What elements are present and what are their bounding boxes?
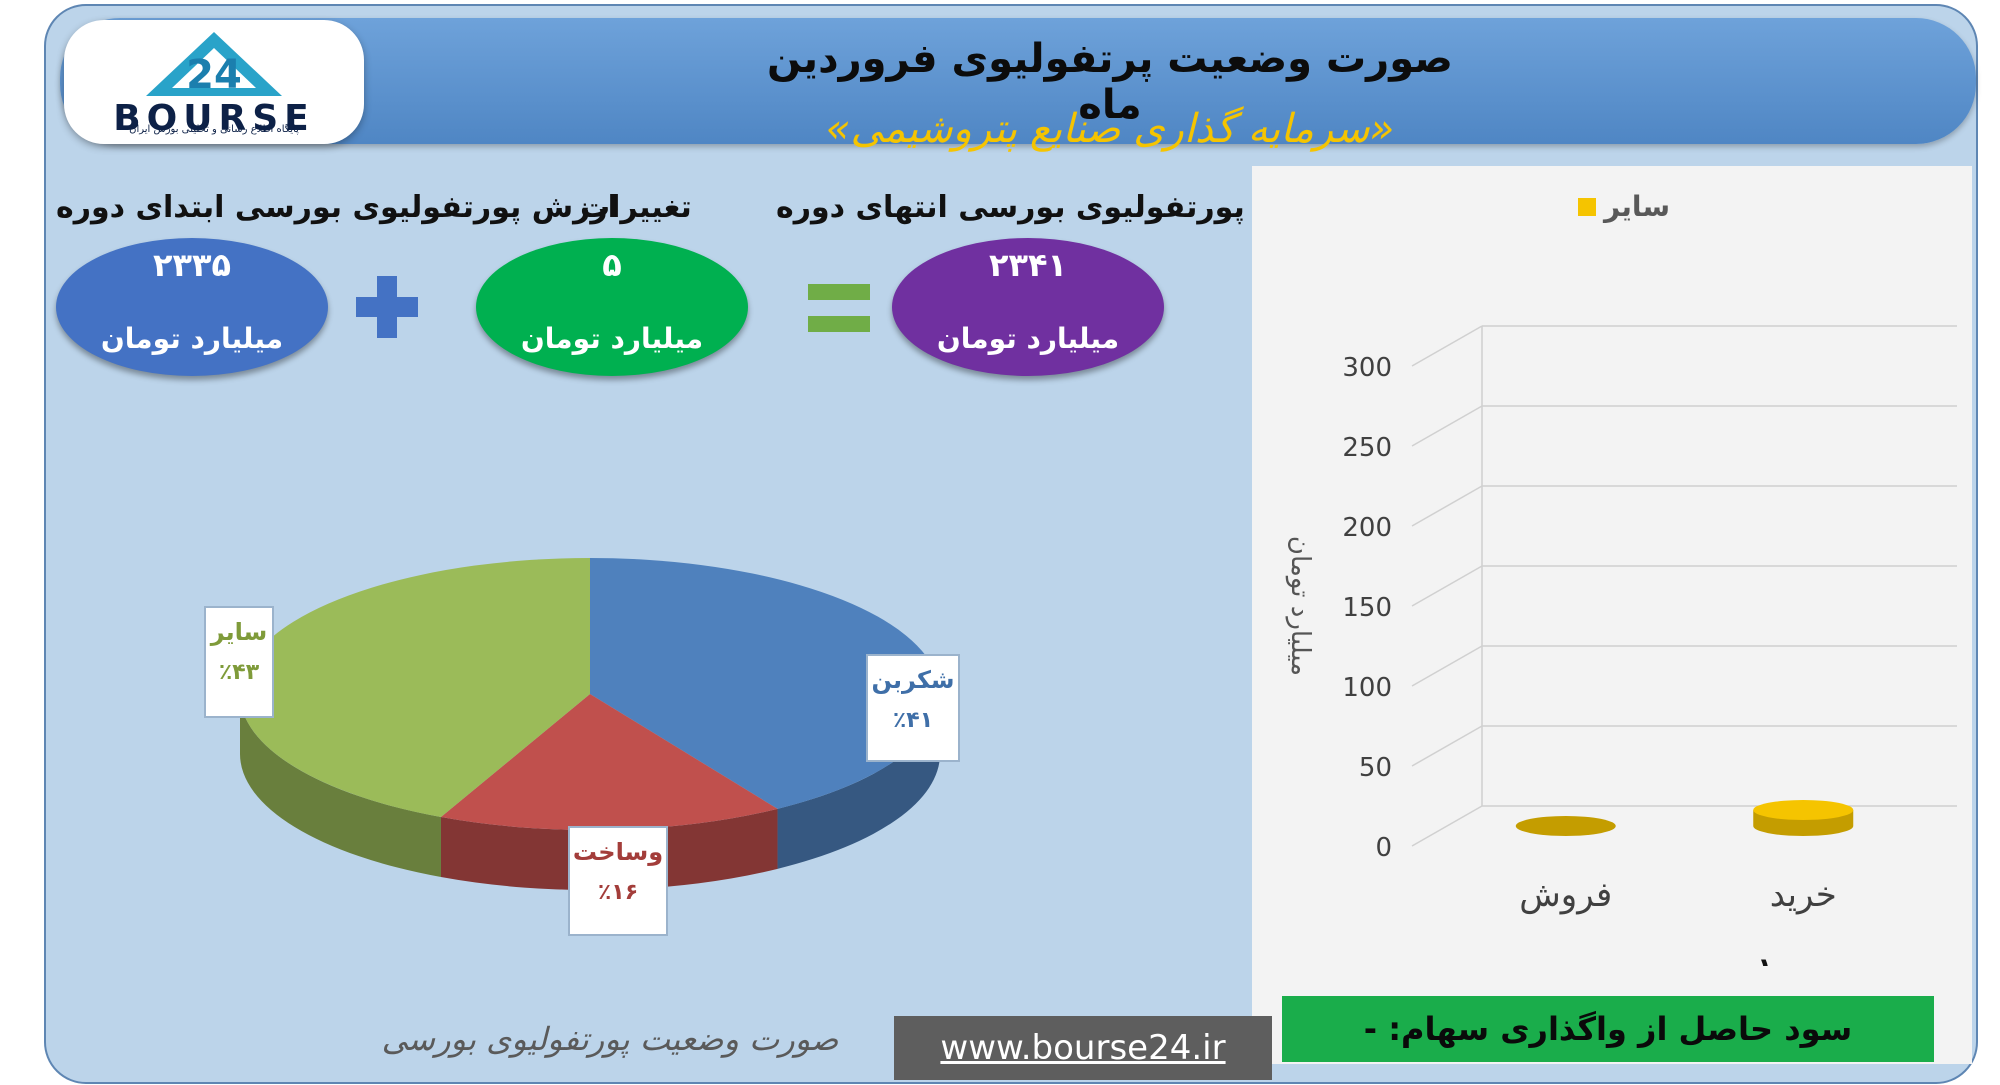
grid-diag-2 [1411, 645, 1483, 687]
start-value-ellipse: ۲۳۳۵ میلیارد تومان [56, 238, 328, 376]
footer-caption: صورت وضعیت پورتفولیوی بورسی [381, 1020, 839, 1058]
grid-diag-4 [1411, 485, 1483, 527]
change-unit: میلیارد تومان [520, 322, 704, 355]
legend-label: سایر [1602, 190, 1670, 223]
start-value-unit: میلیارد تومان [100, 322, 284, 355]
pie-label-shekarbon: شکربن ٪۴۱ [866, 654, 960, 762]
y-tick-label: 250 [1342, 433, 1392, 463]
trade-bar-chart: 0 50 100 150 200 250 300 میلیارد تومان سایر خرید ۱… [1285, 190, 1957, 966]
grid-diag-5 [1411, 405, 1483, 447]
portfolio-pie-chart [239, 558, 940, 890]
end-value-label: ارزش پورتفولیوی بورسی انتهای دوره [776, 190, 1342, 225]
y-tick-label: 200 [1342, 513, 1392, 543]
pie-side-0 [777, 694, 940, 869]
end-value-ellipse: ۲۳۴۱ میلیارد تومان [892, 238, 1164, 376]
grid-diag-0 [1411, 805, 1483, 847]
y-tick-label: 150 [1342, 593, 1392, 623]
page-title: صورت وضعیت پرتفولیوی فروردین ماه [767, 36, 1453, 128]
bar-value-label: ۰ [1528, 953, 1544, 966]
logo: 24 BOURSE پایگاه اطلاع رسانی و تحلیلی بو… [64, 20, 364, 144]
y-axis-title: میلیارد تومان [1285, 536, 1315, 676]
pie-slice-1 [440, 694, 778, 830]
change-ellipse: ۵ میلیارد تومان [476, 238, 748, 376]
bar-chart-panel [1252, 166, 1972, 1064]
bar-value-label: ۱۰ [1757, 953, 1789, 966]
pie-side-2 [240, 694, 441, 878]
pie-label-sayer: سایر ٪۴۳ [204, 606, 274, 718]
page-subtitle: «سرمایه گذاری صنایع پتروشیمی» [825, 106, 1395, 152]
logo-number: 24 [186, 52, 242, 98]
pie-slice-2 [239, 558, 590, 818]
legend-swatch [1578, 198, 1596, 216]
grid-diag-6 [1411, 325, 1483, 367]
bar-1 [1515, 816, 1616, 836]
bar-top-0 [1753, 800, 1854, 820]
logo-tagline: پایگاه اطلاع رسانی و تحلیلی بورس ایران [129, 124, 299, 135]
logo-mark-icon: 24 [146, 32, 282, 98]
equals-icon [808, 284, 870, 332]
logo-text: BOURSE [113, 98, 315, 139]
start-value-label: ارزش پورتفولیوی بورسی ابتدای دوره [56, 190, 618, 225]
change-label: تغییرات [580, 190, 692, 225]
end-value: ۲۳۴۱ [988, 246, 1068, 284]
x-tick-label: فروش [1519, 875, 1612, 915]
y-tick-label: 100 [1342, 673, 1392, 703]
grid-diag-1 [1411, 725, 1483, 767]
plus-icon [356, 276, 418, 338]
x-tick-label: خرید [1770, 875, 1837, 915]
y-tick-label: 300 [1342, 353, 1392, 383]
end-value-unit: میلیارد تومان [936, 322, 1120, 355]
y-tick-label: 0 [1375, 833, 1392, 863]
change-value: ۵ [602, 246, 622, 284]
start-value: ۲۳۳۵ [152, 246, 232, 284]
y-tick-label: 50 [1359, 753, 1392, 783]
pie-slice-0 [590, 558, 940, 809]
header-banner: صورت وضعیت پرتفولیوی فروردین ماه «سرمایه… [60, 18, 1976, 152]
profit-banner: سود حاصل از واگذاری سهام: - [1282, 996, 1934, 1062]
pie-label-vasakht: وساخت ٪۱۶ [568, 826, 668, 936]
website-link[interactable]: www.bourse24.ir [894, 1016, 1272, 1080]
grid-diag-3 [1411, 565, 1483, 607]
